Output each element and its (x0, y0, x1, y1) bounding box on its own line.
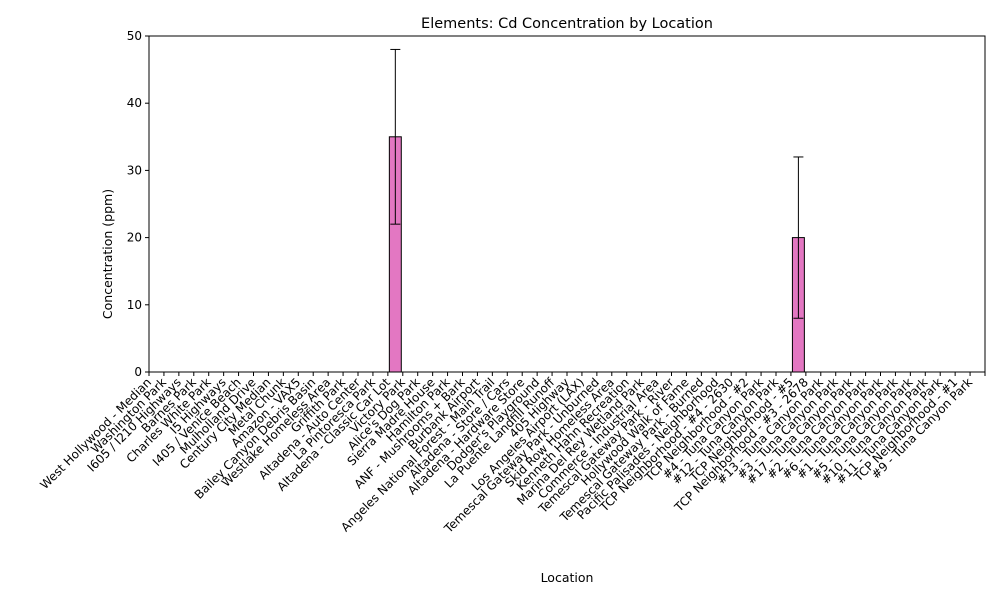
x-tick-label: West Hollywood - Median (37, 375, 154, 492)
y-tick-label: 40 (127, 96, 142, 110)
plot-frame (148, 35, 986, 373)
y-tick-label: 20 (127, 231, 142, 245)
bars-group (388, 136, 805, 373)
y-tick-label: 0 (134, 365, 142, 379)
y-tick-label: 50 (127, 29, 142, 43)
chart-title: Elements: Cd Concentration by Location (421, 16, 713, 32)
y-axis: 0 10 20 30 40 50 (127, 29, 149, 379)
y-tick-label: 30 (127, 163, 142, 177)
x-axis-label: Location (541, 570, 594, 585)
y-axis-label: Concentration (ppm) (100, 189, 115, 319)
errorbars-group (390, 48, 804, 319)
y-tick-label: 10 (127, 298, 142, 312)
